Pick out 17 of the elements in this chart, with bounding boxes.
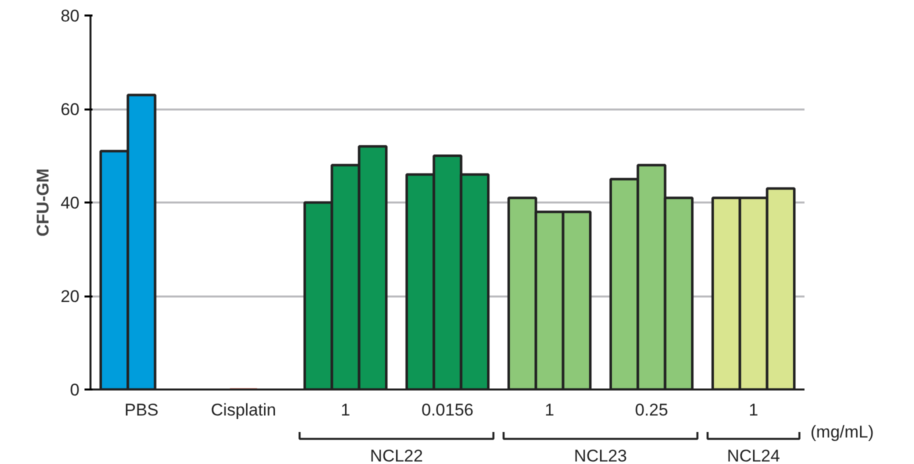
y-tick-label: 60 [60, 100, 80, 119]
x-tick-label: 1 [340, 400, 350, 420]
x-tick-label: PBS [124, 400, 159, 420]
y-tick-label: 0 [70, 380, 80, 400]
y-tick-label: 20 [60, 287, 80, 306]
x-tick-label: 0.25 [634, 400, 668, 420]
x-tick-label: Cisplatin [210, 400, 276, 420]
text: NCL23 [574, 446, 627, 464]
text: NCL24 [727, 446, 780, 464]
x-tick-label: 1 [544, 400, 554, 420]
y-tick-label: 80 [60, 6, 80, 26]
text: NCL22 [370, 446, 423, 464]
x-tick-label: 1 [748, 400, 758, 420]
x-tick-label: 0.0156 [422, 400, 474, 420]
y-axis-title: CFU-GM [34, 168, 53, 236]
text: (mg/mL) [810, 422, 874, 442]
y-tick-label: 40 [60, 194, 80, 212]
